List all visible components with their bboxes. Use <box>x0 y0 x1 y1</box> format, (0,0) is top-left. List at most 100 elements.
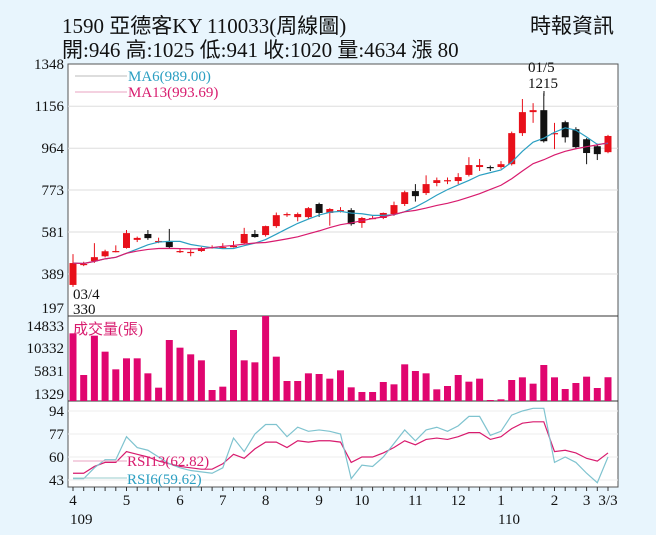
price-tick-label: 1348 <box>34 57 64 73</box>
candle-body <box>112 251 120 253</box>
candle-body <box>123 233 130 248</box>
rsi13-legend: RSI13(62.82) <box>127 454 209 470</box>
candle-body <box>101 251 109 257</box>
volume-bar <box>219 386 227 401</box>
volume-bar <box>433 389 441 401</box>
month-label: 2 <box>551 493 559 509</box>
rsi13-line <box>73 421 609 474</box>
ma6-legend: MA6(989.00) <box>128 69 211 85</box>
volume-bar <box>401 364 409 401</box>
volume-bar <box>133 358 141 401</box>
ma13-legend: MA13(993.69) <box>128 85 218 101</box>
rsi-tick-label: 60 <box>49 450 64 466</box>
volume-bar <box>230 330 237 401</box>
month-label: 6 <box>176 493 184 509</box>
candle-body <box>572 129 580 148</box>
candle-body <box>144 233 152 239</box>
volume-bar <box>123 358 130 401</box>
candle-body <box>304 208 312 218</box>
candle-body <box>69 263 77 285</box>
candle-body <box>80 263 88 266</box>
price-tick-label: 197 <box>42 301 65 317</box>
high-date-annotation: 01/5 <box>528 60 555 76</box>
month-label: 8 <box>262 493 270 509</box>
volume-bar <box>208 390 216 401</box>
candle-body <box>401 192 409 204</box>
volume-legend: 成交量(張) <box>73 320 143 338</box>
volume-bar <box>155 387 163 401</box>
volume-bar <box>80 375 88 401</box>
volume-bar <box>604 377 612 401</box>
volume-bar <box>551 377 558 401</box>
rsi-tick-label: 43 <box>49 473 64 489</box>
volume-tick-label: 1329 <box>34 387 64 403</box>
rsi-tick-label: 77 <box>49 427 65 443</box>
candle-body <box>497 164 505 168</box>
candle-body <box>337 210 344 212</box>
month-label: 9 <box>315 493 323 509</box>
month-label: 3/3 <box>598 493 617 509</box>
volume-bar <box>540 365 548 401</box>
candle-body <box>476 165 484 168</box>
month-label: 5 <box>123 493 131 509</box>
candle-body <box>486 167 494 169</box>
price-tick-label: 1156 <box>35 99 65 115</box>
volume-bar <box>358 392 366 401</box>
price-tick-label: 964 <box>42 141 65 157</box>
volume-bar <box>476 378 484 401</box>
volume-bar <box>144 373 152 401</box>
candle-body <box>390 205 398 215</box>
low-date-annotation: 03/4 <box>73 287 100 303</box>
candle-body <box>294 214 302 218</box>
ma6-line <box>72 127 609 265</box>
volume-bar <box>251 362 259 401</box>
volume-bar <box>583 376 591 401</box>
candle-body <box>561 122 569 138</box>
price-tick-label: 773 <box>42 183 65 199</box>
volume-bar <box>379 382 387 401</box>
candle-body <box>465 165 473 175</box>
ma13-line <box>72 142 609 265</box>
ohlc-summary: 開:946 高:1025 低:941 收:1020 量:4634 漲 80 <box>62 38 459 62</box>
volume-bar <box>294 381 302 401</box>
candle-body <box>230 246 237 248</box>
volume-bar <box>176 347 184 401</box>
volume-tick-label: 10332 <box>27 341 65 357</box>
volume-bar <box>497 399 505 401</box>
candle-body <box>604 135 612 153</box>
volume-bar <box>337 370 344 401</box>
volume-bar <box>518 377 526 401</box>
volume-bar <box>315 374 323 401</box>
volume-bar <box>486 400 494 401</box>
volume-bar <box>272 356 280 401</box>
volume-bar <box>529 383 537 401</box>
candle-body <box>272 215 280 227</box>
volume-bar <box>165 340 173 401</box>
year-label: 110 <box>498 512 520 528</box>
source-label: 時報資訊 <box>530 14 614 38</box>
candle-body <box>411 191 419 197</box>
volume-bar <box>369 392 377 401</box>
candle-body <box>251 233 259 238</box>
volume-bar <box>101 351 109 401</box>
volume-bar <box>561 389 569 401</box>
plot-area <box>67 63 619 488</box>
volume-bar <box>411 371 419 401</box>
candle-body <box>347 210 355 225</box>
candle-body <box>529 110 537 113</box>
volume-bar <box>197 360 205 401</box>
volume-bar <box>465 381 473 401</box>
volume-bar <box>508 380 516 401</box>
candle-body <box>283 214 291 216</box>
candle-body <box>326 209 334 213</box>
volume-bar <box>422 373 430 401</box>
candle-body <box>165 240 173 248</box>
candle-body <box>176 251 184 253</box>
month-label: 7 <box>219 493 227 509</box>
candle-body <box>540 110 548 142</box>
candle-body <box>90 257 98 262</box>
month-label: 3 <box>583 493 591 509</box>
volume-bar <box>593 388 601 401</box>
volume-bar <box>326 378 334 401</box>
volume-tick-label: 14833 <box>27 319 65 335</box>
